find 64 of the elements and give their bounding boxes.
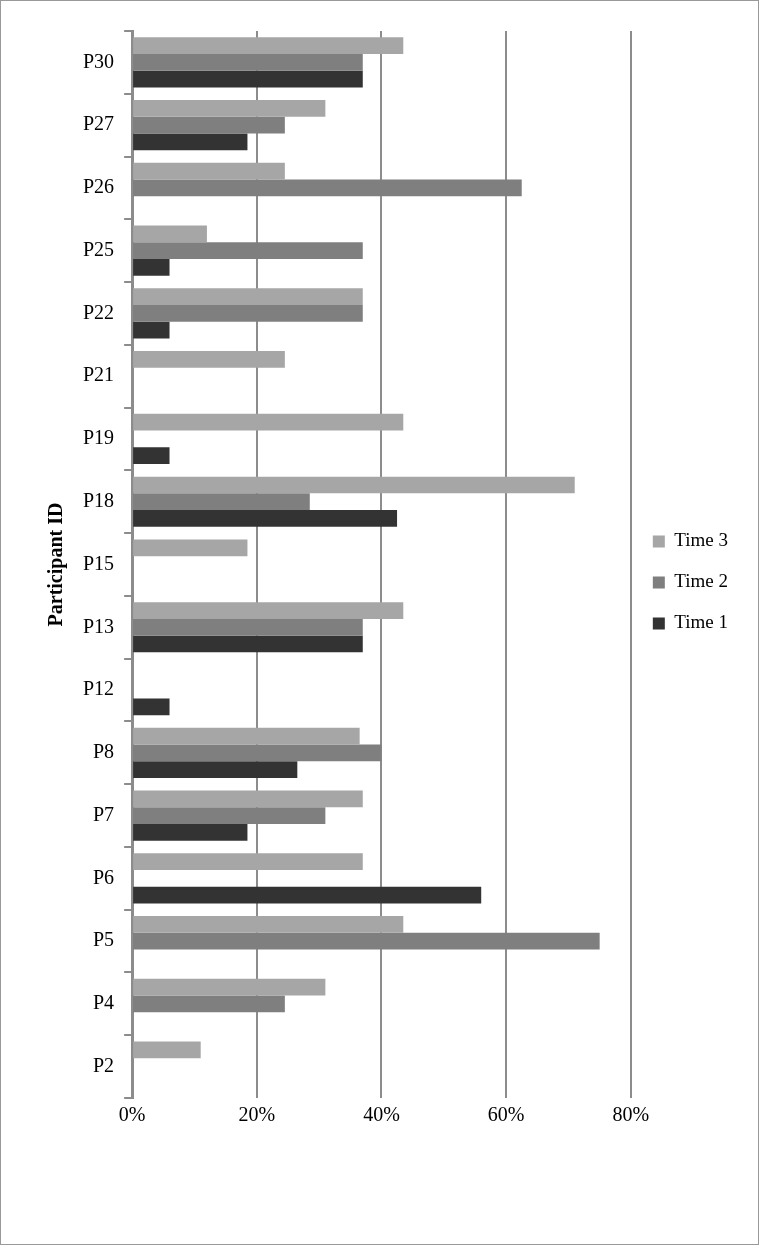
x-tick-label: 80% bbox=[612, 1103, 650, 1126]
bar bbox=[133, 37, 404, 55]
bar bbox=[133, 1041, 201, 1059]
y-tick-label: P5 bbox=[93, 928, 115, 951]
bar bbox=[133, 602, 404, 619]
bar bbox=[133, 761, 298, 778]
bar bbox=[133, 995, 285, 1013]
bar bbox=[133, 807, 326, 824]
bar bbox=[133, 321, 170, 339]
bar bbox=[133, 100, 326, 117]
y-tick-label: P12 bbox=[83, 677, 115, 700]
legend-label: Time 2 bbox=[674, 570, 729, 592]
y-tick-label: P6 bbox=[93, 865, 115, 888]
y-tick-label: P21 bbox=[83, 363, 115, 386]
y-tick-label: P7 bbox=[93, 802, 115, 825]
bar bbox=[133, 242, 363, 260]
y-tick-label: P2 bbox=[93, 1053, 115, 1076]
y-tick-label: P13 bbox=[83, 614, 115, 637]
y-tick-label: P25 bbox=[83, 237, 115, 260]
y-tick-label: P27 bbox=[83, 112, 115, 135]
y-tick-label: P18 bbox=[83, 488, 115, 511]
bar bbox=[133, 162, 285, 180]
bar bbox=[133, 790, 363, 808]
x-tick-label: 60% bbox=[487, 1103, 525, 1126]
bar bbox=[133, 413, 404, 431]
bar bbox=[133, 116, 285, 134]
bar bbox=[133, 493, 310, 511]
bar bbox=[133, 618, 363, 636]
bar bbox=[133, 305, 363, 322]
bar bbox=[133, 510, 398, 527]
y-tick-label: P15 bbox=[83, 551, 115, 574]
bar bbox=[133, 886, 482, 904]
legend-label: Time 3 bbox=[674, 529, 729, 551]
bar bbox=[133, 932, 600, 950]
bar bbox=[133, 351, 285, 368]
bar bbox=[133, 727, 360, 745]
bar bbox=[133, 915, 404, 933]
y-tick-label: P8 bbox=[93, 740, 115, 763]
bar bbox=[133, 539, 248, 557]
bar bbox=[133, 179, 522, 197]
bar bbox=[133, 635, 363, 653]
bar bbox=[133, 823, 248, 841]
x-tick-label: 0% bbox=[118, 1103, 146, 1126]
x-tick-label: 20% bbox=[238, 1103, 276, 1126]
bar bbox=[133, 288, 363, 306]
bar bbox=[133, 476, 575, 494]
y-tick-label: P26 bbox=[83, 175, 115, 198]
bar bbox=[133, 744, 382, 762]
bar bbox=[133, 447, 170, 465]
bar bbox=[133, 853, 363, 870]
y-axis-title: Participant ID bbox=[44, 502, 68, 627]
bar bbox=[133, 225, 207, 243]
bar bbox=[133, 70, 363, 88]
bar bbox=[133, 259, 170, 276]
y-tick-label: P22 bbox=[83, 300, 115, 323]
legend-label: Time 1 bbox=[674, 611, 729, 633]
bar bbox=[133, 698, 170, 716]
bar bbox=[133, 133, 248, 151]
y-tick-label: P4 bbox=[93, 991, 115, 1014]
y-tick-label: P19 bbox=[83, 426, 115, 449]
bar bbox=[133, 978, 326, 996]
y-tick-label: P30 bbox=[83, 49, 115, 72]
bar bbox=[133, 54, 363, 71]
x-tick-label: 40% bbox=[363, 1103, 400, 1126]
